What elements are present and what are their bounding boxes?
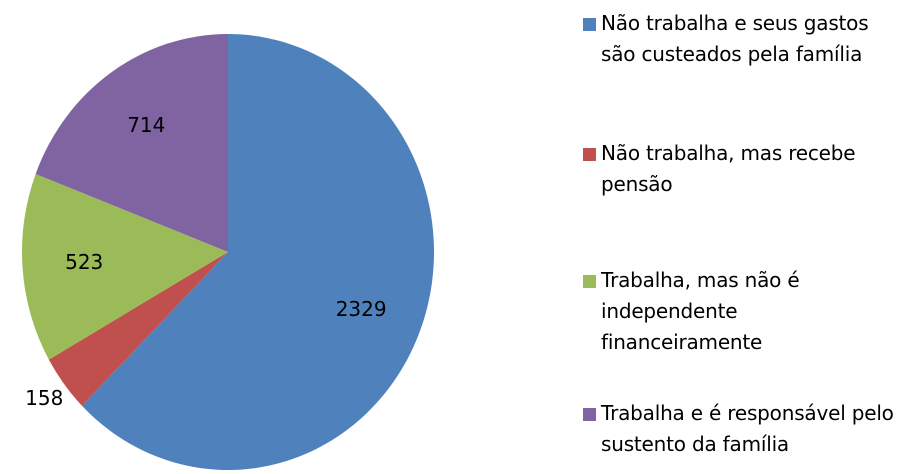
legend-label: Não trabalha e seus gastos são custeados… (601, 11, 869, 66)
pie-slice (81, 34, 434, 470)
legend-item: Não trabalha e seus gastos são custeados… (583, 8, 903, 70)
pie-slice (35, 34, 229, 252)
legend-swatch (583, 148, 596, 161)
data-label: 158 (25, 386, 63, 410)
data-label: 2329 (336, 297, 387, 321)
legend-swatch (583, 408, 596, 421)
legend-item: Trabalha, mas não é independente finance… (583, 265, 903, 358)
pie-slice (48, 252, 229, 406)
legend-swatch (583, 275, 596, 288)
legend-item: Trabalha e é responsável pelo sustento d… (583, 398, 903, 460)
data-label: 714 (127, 113, 165, 137)
legend-swatch (583, 18, 596, 31)
data-label: 523 (65, 250, 103, 274)
legend-label: Trabalha e é responsável pelo sustento d… (601, 401, 894, 456)
pie-slice (21, 173, 229, 360)
legend-label: Não trabalha, mas recebe pensão (601, 141, 856, 196)
legend-item: Não trabalha, mas recebe pensão (583, 138, 903, 200)
legend-label: Trabalha, mas não é independente finance… (601, 268, 800, 354)
